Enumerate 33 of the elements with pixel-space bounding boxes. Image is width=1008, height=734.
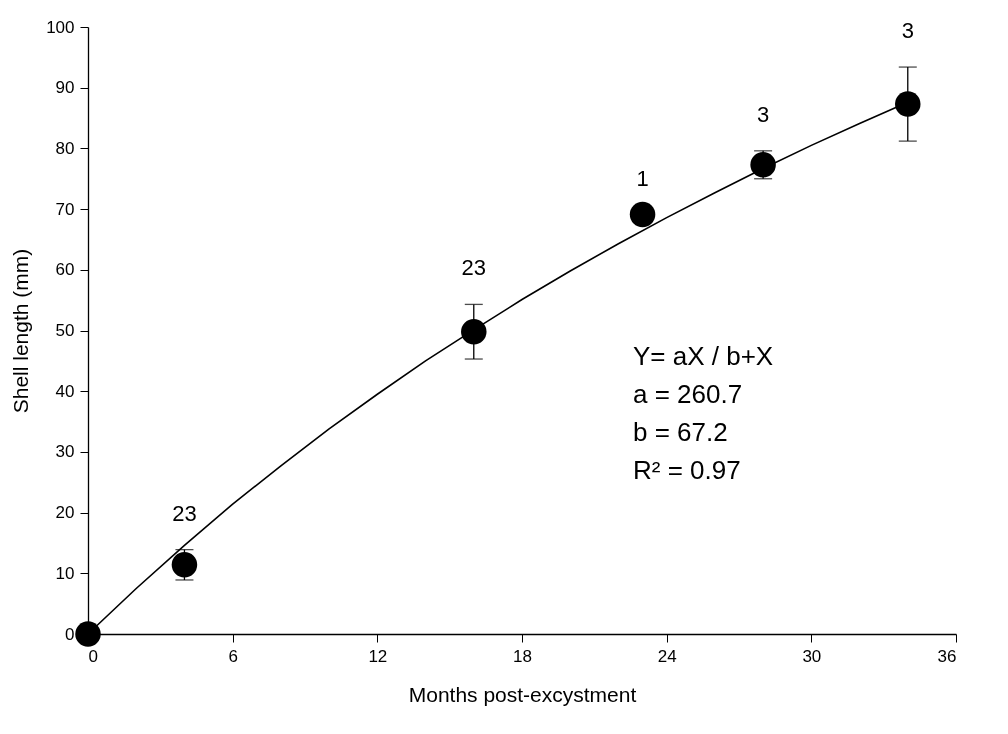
point [171, 552, 198, 578]
x-tick-label: 36 [937, 646, 957, 666]
annotation: 23 [461, 255, 487, 281]
y-tick-label: 30 [55, 442, 75, 462]
y-tick-label: 90 [55, 78, 75, 98]
annotation: b = 67.2 [633, 417, 728, 447]
x-tick-label: 0 [88, 646, 98, 666]
annotation: 3 [756, 101, 770, 127]
annotation: 23 [172, 500, 197, 526]
point [629, 201, 656, 228]
y-tick-label: 40 [55, 381, 75, 401]
x-tick-label: 12 [368, 646, 388, 666]
point [75, 621, 101, 647]
x-tick-label: 6 [228, 646, 238, 666]
annotation: a = 260.7 [633, 379, 743, 409]
y-tick-label: 0 [65, 624, 75, 644]
annotation: Y= aX / b+X [633, 341, 774, 371]
y-tick-label: 100 [46, 17, 75, 37]
y-tick-label: 20 [55, 503, 75, 523]
x-tick-label: 18 [513, 646, 532, 666]
x-tick-label: 30 [802, 646, 822, 666]
annotation: R² = 0.97 [633, 455, 741, 485]
x-axis-title: Months post-excystment [408, 682, 637, 706]
y-tick-label: 60 [55, 260, 75, 280]
point [895, 91, 921, 117]
y-tick-label: 80 [55, 138, 75, 158]
annotation: 1 [636, 165, 649, 191]
annotation: 3 [901, 18, 914, 44]
y-axis-title: Shell length (mm) [9, 248, 33, 414]
x-tick-label: 24 [657, 646, 677, 666]
y-tick-label: 50 [55, 321, 75, 340]
y-tick-label: 70 [55, 199, 75, 219]
y-tick-label: 10 [55, 563, 75, 583]
